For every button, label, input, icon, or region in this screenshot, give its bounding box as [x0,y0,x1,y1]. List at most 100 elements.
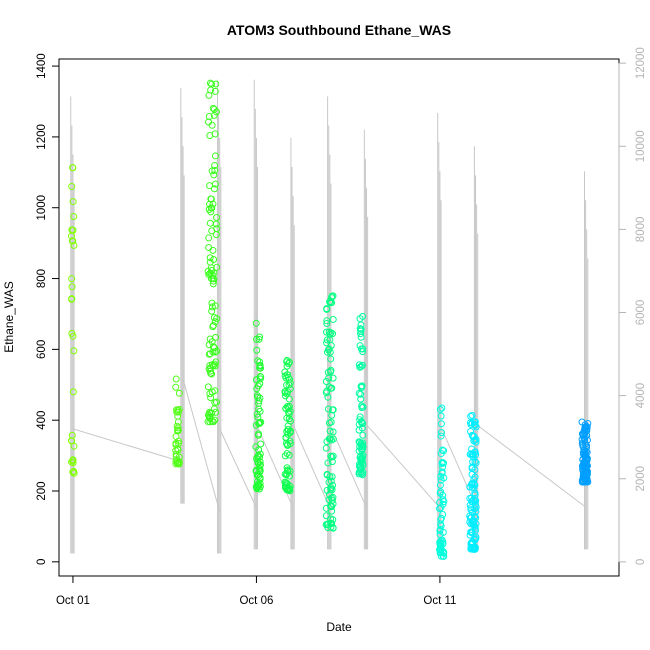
data-point [286,437,294,445]
data-point [327,452,335,460]
data-point [211,318,219,326]
data-point [437,450,445,458]
data-point [438,469,446,477]
y2-tick-label: 4000 [635,383,647,409]
data-point [437,432,445,440]
data-point [210,111,218,119]
data-point [579,449,587,457]
data-point [324,459,332,467]
data-point [252,319,260,327]
data-point [328,411,336,419]
data-point [581,440,589,448]
data-point [472,451,480,459]
y-axis: 0 200 400 600 800 1000 1200 1400 [36,53,60,565]
data-point [468,411,476,419]
data-point [578,439,586,447]
data-point [327,477,335,485]
data-point [253,455,261,463]
data-point [212,398,220,406]
data-point [286,467,294,475]
data-point [467,428,475,436]
data-point [355,426,363,434]
data-point [466,512,474,520]
y-axis-label: Ethane_WAS [2,281,16,353]
y2-tick-label: 0 [635,559,647,565]
data-point [438,446,446,454]
x-axis-label: Date [326,620,352,634]
plot-frame [58,58,620,577]
secondary-line-connector [255,424,294,509]
data-point [329,315,337,323]
data-point [468,419,476,427]
data-point [327,329,335,337]
data-point [469,496,477,504]
data-point [326,427,334,435]
data-point [209,246,217,254]
data-point [174,427,182,435]
y2-tick-label: 12000 [635,47,647,79]
data-point [254,382,262,390]
data-point [328,453,336,461]
data-point [358,446,366,454]
data-point [329,500,337,508]
data-point [327,418,335,426]
data-point [358,469,366,477]
data-point [328,436,336,444]
data-point [326,299,334,307]
data-point [438,429,446,437]
data-point [206,418,214,426]
data-point [175,459,183,467]
data-point [172,383,180,391]
y-tick-label: 0 [36,559,48,565]
data-point [471,545,479,553]
data-point [68,226,76,234]
data-point [252,421,260,429]
data-point [359,459,367,467]
data-point [174,412,182,420]
data-point [257,440,265,448]
data-point [582,422,590,430]
data-point [436,549,444,557]
data-point [324,405,332,413]
data-point [327,355,335,363]
data-point [356,363,364,371]
data-point [254,393,262,401]
data-point [440,474,448,482]
data-point [469,458,477,466]
data-point [213,213,221,221]
data-point [359,461,367,469]
data-point [212,333,220,341]
data-point [326,336,334,344]
data-point [211,87,219,95]
data-point [471,466,479,474]
data-point [208,338,216,346]
data-point [329,428,337,436]
secondary-line-connector [476,424,588,509]
data-point [471,489,479,497]
data-point [439,491,447,499]
data-point [323,305,331,313]
data-point [282,439,290,447]
data-point [356,413,364,421]
x-tick-label: Oct 06 [239,595,273,607]
data-point [439,511,447,519]
data-point [581,427,589,435]
data-point [282,404,290,412]
data-point [211,360,219,368]
data-point [207,86,215,94]
data-point [209,104,217,112]
data-point [69,198,77,206]
data-point [329,374,337,382]
data-point [253,335,261,343]
data-point [285,410,293,418]
data-point [256,467,264,475]
x-axis: Oct 01 Oct 06 Oct 11 [56,575,456,607]
data-point [211,416,219,424]
data-point [213,225,221,233]
data-point [206,414,214,422]
data-point [356,325,364,333]
y-tick-label: 1400 [36,53,48,79]
data-point [210,269,218,277]
data-point [70,347,78,355]
